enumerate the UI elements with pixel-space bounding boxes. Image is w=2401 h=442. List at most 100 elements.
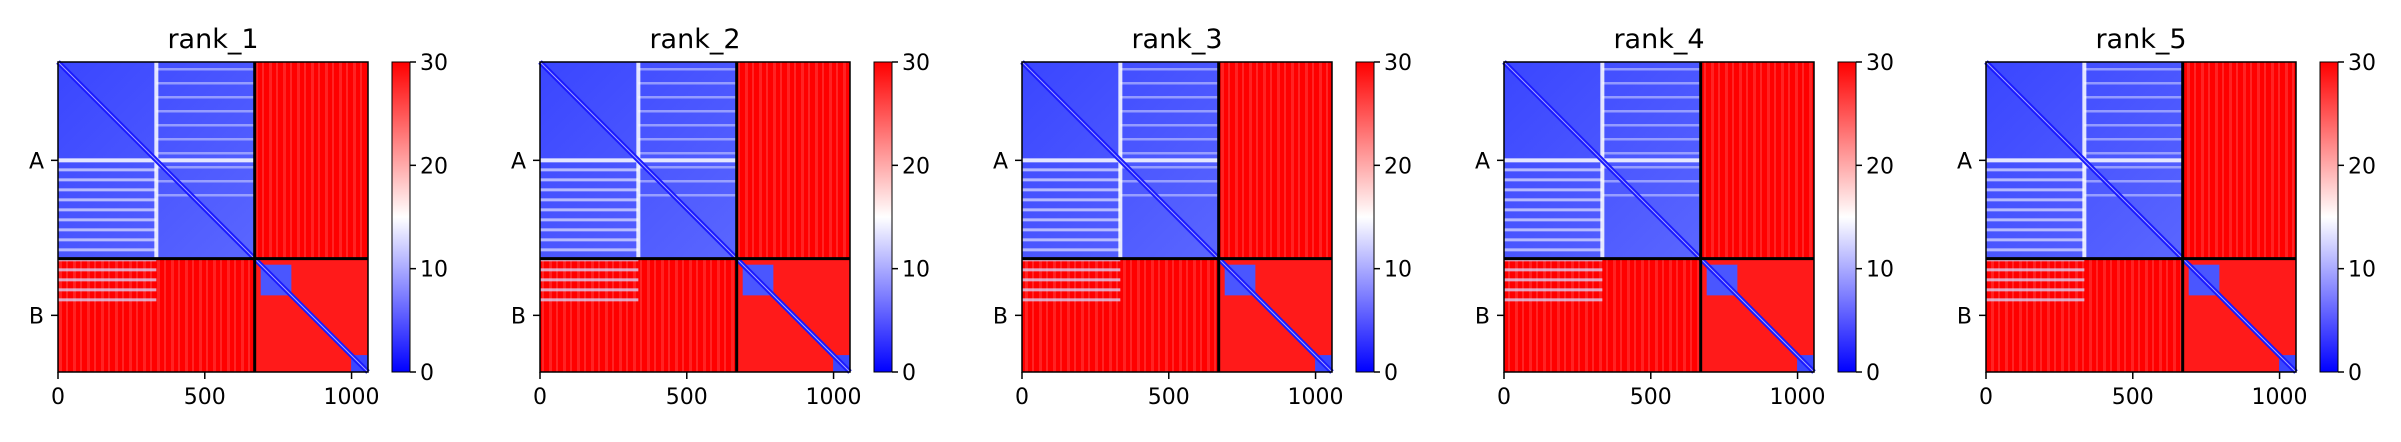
pae-stripe: [1504, 208, 1603, 212]
pae-stripe: [540, 208, 639, 212]
pae-stripe: [1986, 248, 2085, 252]
pae-stripe: [156, 68, 255, 71]
pae-stripe: [540, 298, 639, 302]
panel-title: rank_4: [1613, 24, 1704, 55]
pae-diagonal: [57, 61, 369, 373]
pae-panel-2: rank_2 0 500 1000 A B 0 10 20 30: [511, 24, 930, 410]
plot-frame: [539, 61, 851, 373]
pae-panel-4: rank_4 0 500 1000 A B 0 10 20 30: [1475, 24, 1894, 410]
pae-stripe: [1602, 96, 1701, 99]
pae-stripe: [1504, 168, 1603, 172]
pae-stripe: [1602, 166, 1701, 169]
colorbar-tick-label: 20: [1866, 154, 1894, 179]
pae-stripe: [1022, 268, 1121, 272]
colorbar-tick-label: 20: [902, 154, 930, 179]
pae-stripe: [1022, 278, 1121, 282]
x-tick-label: 1000: [806, 385, 862, 410]
colorbar: [1355, 61, 1375, 373]
colorbar-tick-label: 0: [902, 361, 916, 386]
pae-stripe: [540, 178, 639, 182]
pae-stripe: [638, 110, 737, 113]
pae-stripe: [1504, 198, 1603, 202]
pae-stripe: [1986, 268, 2085, 272]
pae-stripe: [1120, 110, 1219, 113]
panel-title: rank_1: [167, 24, 258, 55]
pae-stripe: [2084, 180, 2183, 183]
colorbar-tick-label: 30: [2348, 51, 2376, 76]
pae-stripe: [2084, 110, 2183, 113]
pae-stripe: [1602, 68, 1701, 71]
pae-panel-3: rank_3 0 500 1000 A B 0 10 20 30: [993, 24, 1412, 410]
pae-stripe: [540, 218, 639, 222]
chain-label: A: [993, 149, 1008, 174]
pae-stripe: [58, 178, 157, 182]
pae-stripe: [1504, 238, 1603, 242]
pae-stripe: [58, 228, 157, 232]
pae-stripe: [2084, 194, 2183, 197]
panel-title: rank_5: [2095, 24, 2186, 55]
pae-stripe: [1022, 198, 1121, 202]
pae-stripe: [156, 96, 255, 99]
pae-stripe: [1504, 188, 1603, 192]
pae-stripe: [1120, 124, 1219, 127]
pae-stripe: [58, 288, 157, 292]
pae-stripe: [540, 198, 639, 202]
pae-stripe: [1504, 278, 1603, 282]
x-tick-label: 0: [1979, 385, 1993, 410]
colorbar-tick-label: 20: [2348, 154, 2376, 179]
plot-frame: [57, 61, 369, 373]
pae-stripe: [638, 96, 737, 99]
pae-stripe: [156, 110, 255, 113]
chain-label: A: [511, 149, 526, 174]
pae-stripe: [638, 166, 737, 169]
pae-stripe: [1120, 194, 1219, 197]
pae-stripe: [2084, 82, 2183, 85]
x-tick-label: 1000: [1770, 385, 1826, 410]
colorbar-tick-label: 0: [1384, 361, 1398, 386]
panel-title: rank_2: [649, 24, 740, 55]
colorbar-tick-label: 20: [420, 154, 448, 179]
pae-stripe: [1022, 208, 1121, 212]
colorbar-tick-label: 10: [2348, 258, 2376, 283]
colorbar-tick-label: 0: [420, 361, 434, 386]
pae-stripe: [156, 194, 255, 197]
pae-stripe: [1504, 218, 1603, 222]
pae-stripe: [58, 208, 157, 212]
pae-stripe: [1602, 138, 1701, 141]
colorbar-tick-label: 30: [1866, 51, 1894, 76]
pae-stripe: [1022, 298, 1121, 302]
pae-stripe: [1602, 194, 1701, 197]
pae-stripe: [58, 238, 157, 242]
x-tick-label: 1000: [1288, 385, 1344, 410]
pae-stripe: [1022, 188, 1121, 192]
pae-stripe: [156, 124, 255, 127]
colorbar-tick-label: 10: [420, 258, 448, 283]
colorbar-tick-label: 0: [1866, 361, 1880, 386]
pae-stripe: [1120, 166, 1219, 169]
pae-stripe: [1504, 268, 1603, 272]
pae-stripe: [2084, 152, 2183, 155]
pae-stripe: [1602, 110, 1701, 113]
pae-stripe: [638, 68, 737, 71]
pae-stripe: [1602, 82, 1701, 85]
colorbar-tick-label: 30: [420, 51, 448, 76]
pae-stripe: [58, 188, 157, 192]
pae-stripe: [1986, 178, 2085, 182]
pae-stripe: [156, 152, 255, 155]
pae-stripe: [1986, 288, 2085, 292]
pae-stripe: [540, 168, 639, 172]
chain-label: A: [29, 149, 44, 174]
chain-label: A: [1957, 149, 1972, 174]
chain-label: B: [1957, 304, 1972, 329]
pae-stripe: [58, 248, 157, 252]
pae-stripe: [638, 152, 737, 155]
plot-frame: [1503, 61, 1815, 373]
pae-stripe: [638, 194, 737, 197]
pae-stripe: [1022, 238, 1121, 242]
pae-panel-1: rank_1 0 500 1000 A B 0 10 20 30: [29, 24, 448, 410]
pae-stripe: [1022, 168, 1121, 172]
x-tick-label: 0: [533, 385, 547, 410]
pae-stripe: [1120, 68, 1219, 71]
